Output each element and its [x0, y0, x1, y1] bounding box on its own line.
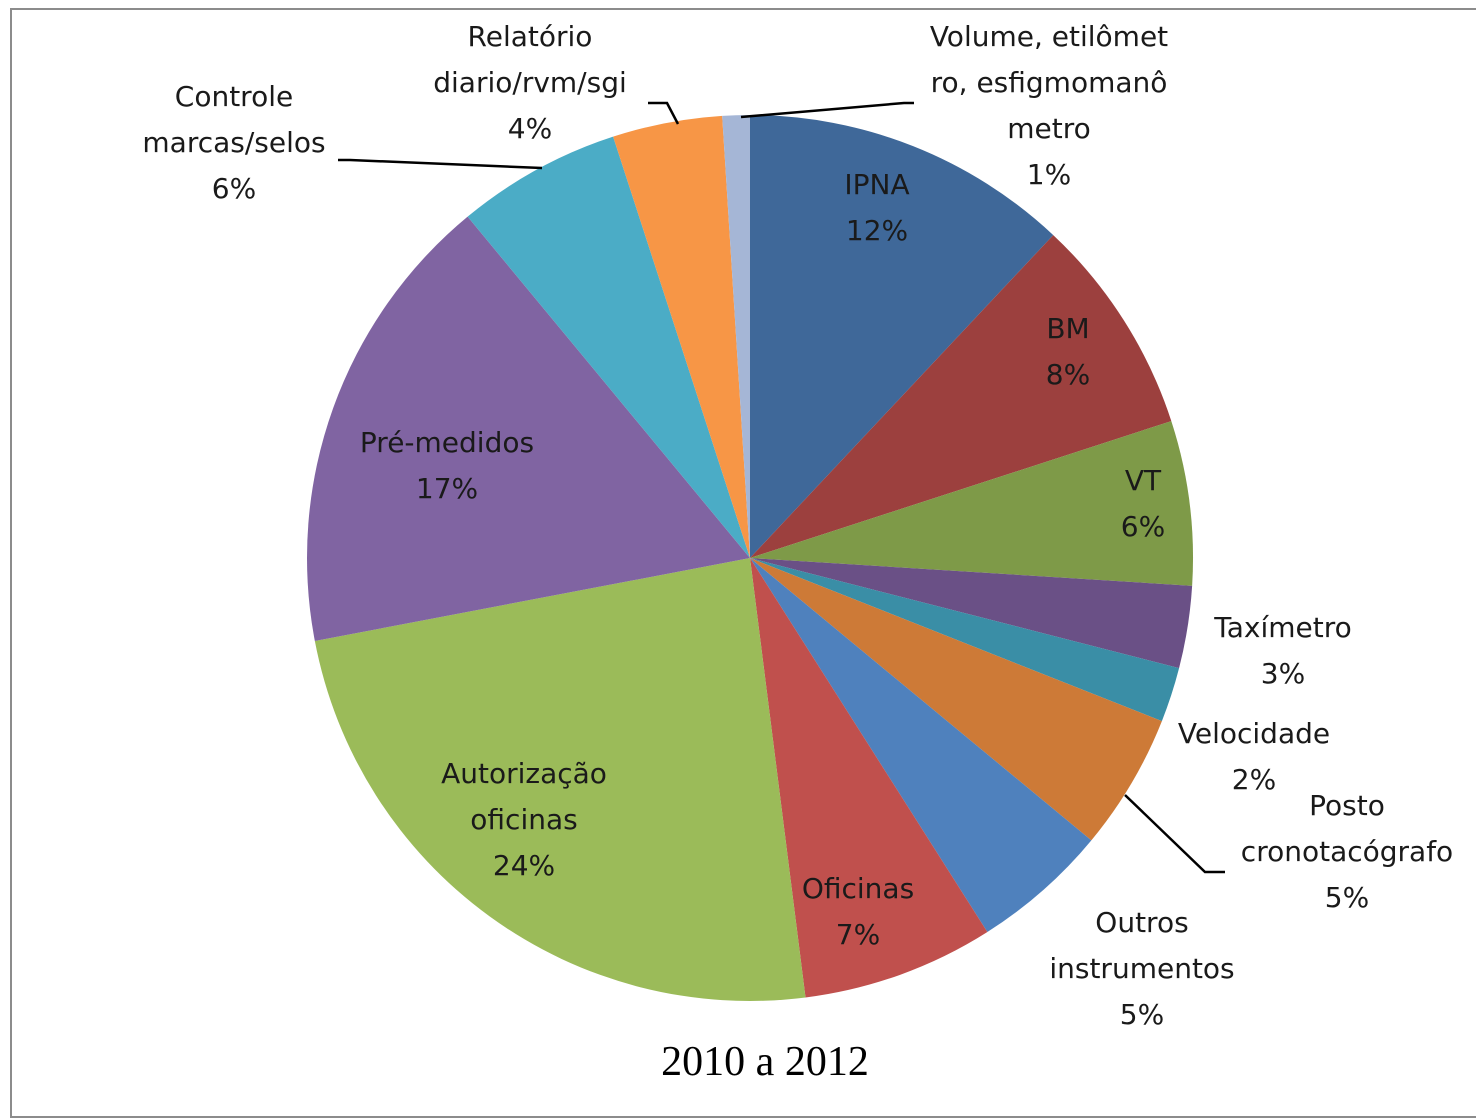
- slice-name-label: Posto: [1309, 789, 1385, 822]
- slice-percent-label: 4%: [508, 112, 552, 145]
- leaders-layer: [338, 101, 1225, 874]
- slice-percent-label: 2%: [1232, 763, 1276, 796]
- pie-slice: [750, 115, 1054, 558]
- slice-percent-label: 5%: [1120, 998, 1164, 1031]
- slice-percent-label: 3%: [1261, 657, 1305, 690]
- pie-slice: [750, 421, 1194, 586]
- slice-name-label: marcas/selos: [142, 126, 325, 159]
- slice-name-label: BM: [1046, 312, 1089, 345]
- pie-slice: [750, 235, 1172, 558]
- pie-slice: [750, 558, 1193, 669]
- pie-slice: [750, 558, 988, 998]
- slice-name-label: cronotacógrafo: [1241, 835, 1453, 868]
- slice-name-label: instrumentos: [1049, 952, 1234, 985]
- slice-label: Taxímetro 3%: [1213, 611, 1351, 690]
- slice-name-label: ro, esfigmomanô: [931, 66, 1168, 99]
- slice-name-label: Pré-medidos: [360, 426, 534, 459]
- slice-percent-label: 1%: [1027, 158, 1071, 191]
- slice-percent-label: 17%: [416, 472, 478, 505]
- slice-label: Controle marcas/selos 6%: [142, 80, 325, 205]
- slice-name-label: Outros: [1095, 906, 1188, 939]
- pie-slice: [613, 115, 750, 559]
- slice-name-label: Relatório: [468, 20, 593, 53]
- slice-percent-label: 7%: [836, 918, 880, 951]
- pie-slice: [750, 558, 1092, 933]
- slice-label: Pré-medidos 17%: [360, 426, 534, 505]
- slices-layer: [307, 114, 1194, 1002]
- slice-label: Oficinas 7%: [802, 872, 914, 951]
- pie-slice: [314, 558, 806, 1002]
- slice-name-label: Controle: [175, 80, 293, 113]
- slice-name-label: metro: [1007, 112, 1091, 145]
- slice-name-label: IPNA: [844, 168, 909, 201]
- pie-slice: [467, 136, 750, 558]
- leader-line: [648, 101, 680, 125]
- slice-label: Autorização oficinas 24%: [441, 757, 607, 882]
- pie-slice: [722, 114, 750, 558]
- slice-name-label: Taxímetro: [1213, 611, 1351, 644]
- slice-name-label: VT: [1125, 464, 1162, 497]
- slice-label: Posto cronotacógrafo 5%: [1241, 789, 1453, 914]
- slice-percent-label: 12%: [846, 214, 908, 247]
- pie-slice: [307, 216, 750, 642]
- pie-slice: [750, 558, 1162, 841]
- slice-label: BM 8%: [1046, 312, 1090, 391]
- labels-layer: IPNA12%BM8%VT6%Taxímetro3%Velocidade2%Po…: [142, 20, 1453, 1031]
- pie-slice: [750, 558, 1180, 722]
- slice-label: Velocidade 2%: [1178, 717, 1330, 796]
- slice-name-label: Autorização: [441, 757, 607, 790]
- leader-line: [338, 158, 543, 170]
- slice-name-label: Volume, etilômet: [930, 20, 1168, 53]
- slice-percent-label: 8%: [1046, 358, 1090, 391]
- leader-line: [1124, 794, 1225, 874]
- slice-label: IPNA 12%: [844, 168, 909, 247]
- slice-label: Volume, etilômet ro, esfigmomanô metro 1%: [930, 20, 1168, 191]
- slice-name-label: oficinas: [470, 803, 577, 836]
- slice-percent-label: 6%: [212, 172, 256, 205]
- slice-name-label: Oficinas: [802, 872, 914, 905]
- slice-name-label: diario/rvm/sgi: [433, 66, 627, 99]
- slice-percent-label: 24%: [493, 849, 555, 882]
- chart-caption: 2010 a 2012: [661, 1039, 869, 1085]
- slice-label: Outros instrumentos 5%: [1049, 906, 1234, 1031]
- slice-label: VT 6%: [1121, 464, 1165, 543]
- slice-percent-label: 6%: [1121, 510, 1165, 543]
- leader-line: [740, 101, 914, 119]
- slice-label: Relatório diario/rvm/sgi 4%: [433, 20, 627, 145]
- slice-name-label: Velocidade: [1178, 717, 1330, 750]
- slice-percent-label: 5%: [1325, 881, 1369, 914]
